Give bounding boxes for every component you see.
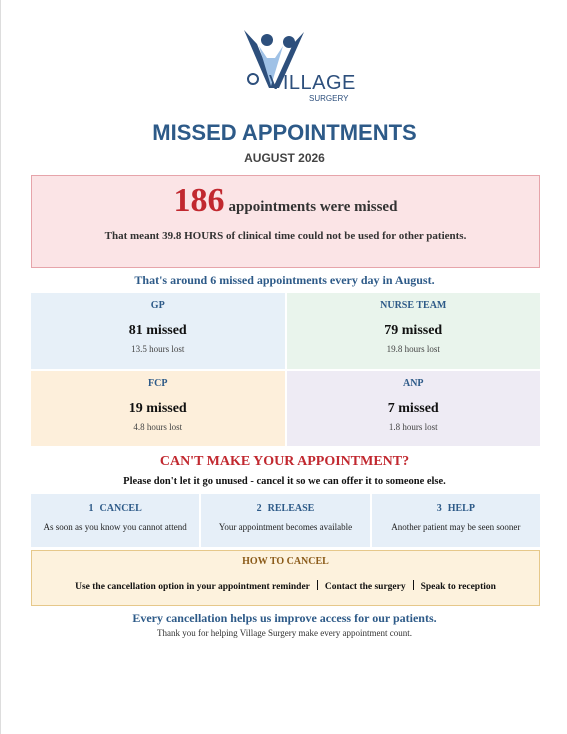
team-cell: FCP 19 missed 4.8 hours lost [31,370,285,446]
team-name: GP [150,300,165,311]
team-name: NURSE TEAM [380,300,447,311]
team-name: ANP [402,377,424,389]
footer-note: Thank you for helping Village Surgery ma… [156,628,413,638]
title: MISSED APPOINTMENTS [152,120,417,145]
summary-text: appointments were missed [228,199,398,215]
cta-subtitle: Please don't let it go unused - cancel i… [123,476,446,487]
team-hours: 1.8 hours lost [388,421,438,432]
step-heading: 3 HELP [372,503,540,514]
separator [412,580,414,590]
step-number: 3 [436,503,442,514]
step-heading: 2 RELEASE [201,503,369,514]
summary-detail: That meant 39.8 HOURS of clinical time c… [104,230,467,242]
logo-mark [244,30,304,88]
how-title: HOW TO CANCEL [242,556,329,567]
team-hours: 13.5 hours lost [131,344,185,354]
team-cell: ANP 7 missed 1.8 hours lost [286,370,540,446]
step-title: HELP [447,503,475,514]
step-title: CANCEL [99,503,142,514]
step: 2 RELEASE Your appointment becomes availab… [201,494,370,547]
step-number: 2 [256,503,262,514]
team-cell: NURSE TEAM 79 missed 19.8 hours lost [286,293,540,369]
summary-box: 186 appointments were missed That meant 3… [31,175,540,268]
cancel-option: Use the cancellation option in your appo… [75,582,310,592]
subtitle: AUGUST 2026 [244,151,325,165]
step-text: As soon as you know you cannot attend [43,522,187,532]
logo-sub: SURGERY [309,94,349,103]
team-missed: 7 missed [387,400,439,416]
how-options: Use the cancellation option in your appo… [32,580,539,592]
team-hours: 4.8 hours lost [133,421,183,432]
footer-headline: Every cancellation helps us improve acce… [132,611,437,625]
logo-name: VILLAGE [269,72,356,94]
step: 1 CANCEL As soon as you know you cannot at… [31,494,200,547]
step-number: 1 [88,503,94,514]
team-cell: GP 81 missed 13.5 hours lost [31,293,285,369]
team-missed: 19 missed [128,400,187,416]
daily-note: That's around 6 missed appointments ever… [134,273,435,287]
cancel-option: Speak to reception [420,582,496,592]
how-to-cancel: HOW TO CANCEL Use the cancellation optio… [31,550,540,606]
team-missed: 79 missed [384,323,443,338]
step: 3 HELP Another patient may be seen sooner [371,494,540,547]
step-title: RELEASE [267,503,315,514]
team-hours: 19.8 hours lost [386,344,440,354]
logo: VILLAGE SURGERY [209,18,359,108]
team-missed: 81 missed [128,323,187,338]
step-text: Another patient may be seen sooner [391,522,521,532]
step-text: Your appointment becomes available [218,522,353,532]
cta-title: CAN'T MAKE YOUR APPOINTMENT? [159,454,410,469]
team-grid: GP 81 missed 13.5 hours lost NURSE TEAM 79 m… [31,293,540,446]
step-heading: 1 CANCEL [31,503,199,514]
separator [316,580,318,590]
cancel-option: Contact the surgery [324,582,406,592]
summary-number: 186 [173,182,225,219]
team-name: FCP [148,377,168,389]
steps: 1 CANCEL As soon as you know you cannot at… [31,494,540,547]
